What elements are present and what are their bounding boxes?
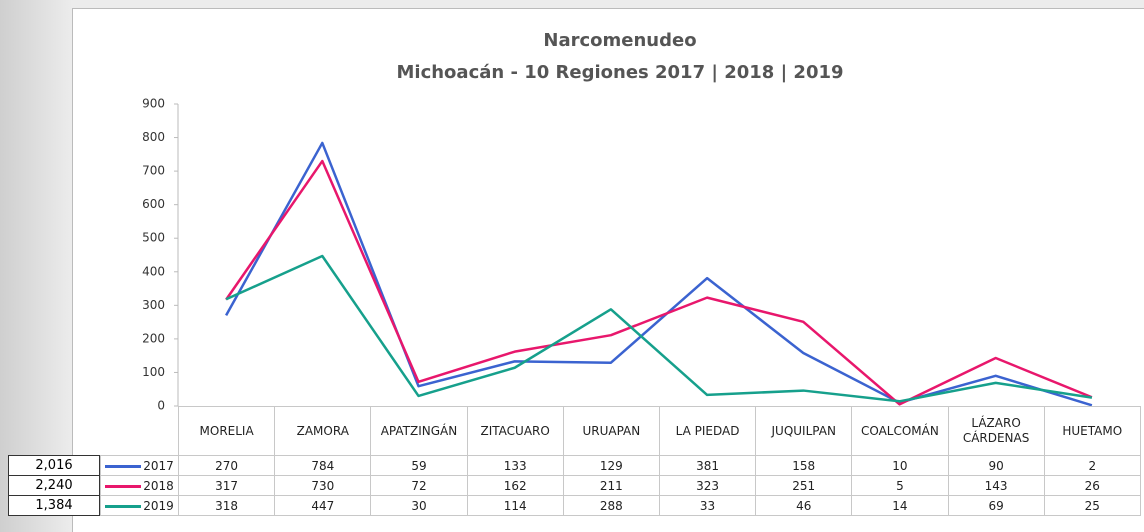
value-cell: 90: [947, 455, 1045, 476]
value-cell: 46: [755, 495, 853, 516]
category-label: ZAMORA: [274, 406, 372, 456]
legend-label: 2019: [143, 498, 174, 513]
legend-label: 2017: [143, 458, 174, 473]
y-tick-label: 400: [142, 264, 165, 278]
value-cell: 26: [1043, 475, 1141, 496]
value-cell: 317: [177, 475, 276, 496]
category-label: URUAPAN: [562, 406, 660, 456]
legend-swatch: [105, 464, 142, 468]
category-label: LA PIEDAD: [658, 406, 757, 456]
category-label: JUQUILPAN: [755, 406, 853, 456]
legend-swatch: [105, 504, 142, 508]
chart-title: Narcomenudeo: [543, 30, 696, 51]
value-cell: 33: [658, 495, 757, 516]
value-cell: 784: [274, 455, 372, 476]
value-cell: 114: [466, 495, 564, 516]
total-box: 1,384: [8, 495, 100, 516]
value-cell: 323: [658, 475, 757, 496]
legend-entry: 2018: [100, 475, 179, 496]
total-box: 2,016: [8, 455, 100, 476]
value-cell: 14: [851, 495, 949, 516]
value-cell: 447: [274, 495, 372, 516]
y-tick-label: 100: [142, 365, 165, 379]
value-cell: 10: [851, 455, 949, 476]
y-tick-label: 0: [157, 399, 165, 413]
value-cell: 59: [370, 455, 468, 476]
y-tick-label: 200: [142, 331, 165, 345]
total-box: 2,240: [8, 475, 100, 496]
category-label: HUETAMO: [1043, 406, 1141, 456]
value-cell: 381: [658, 455, 757, 476]
category-label: APATZINGÁN: [370, 406, 468, 456]
value-cell: 30: [370, 495, 468, 516]
category-label: LÁZARO CÁRDENAS: [947, 406, 1045, 456]
y-tick-label: 700: [142, 164, 165, 178]
value-cell: 270: [177, 455, 276, 476]
value-cell: 730: [274, 475, 372, 496]
y-tick-label: 600: [142, 197, 165, 211]
legend-label: 2018: [143, 478, 174, 493]
legend-swatch: [105, 484, 142, 488]
series-row: 2019 318 447 30 114 288 33 46 14 69 25: [100, 495, 1141, 516]
corner-cell: [101, 407, 179, 456]
value-cell: 129: [562, 455, 660, 476]
series-row: 2017 270 784 59 133 129 381 158 10 90 2: [100, 455, 1141, 476]
value-cell: 158: [755, 455, 853, 476]
category-label: MORELIA: [177, 406, 276, 456]
value-cell: 2: [1043, 455, 1141, 476]
value-cell: 251: [755, 475, 853, 496]
value-cell: 162: [466, 475, 564, 496]
legend-entry: 2017: [100, 455, 179, 476]
value-cell: 69: [947, 495, 1045, 516]
y-tick-label: 500: [142, 231, 165, 245]
value-cell: 25: [1043, 495, 1141, 516]
value-cell: 133: [466, 455, 564, 476]
series-row: 2018 317 730 72 162 211 323 251 5 143 26: [100, 475, 1141, 496]
value-cell: 211: [562, 475, 660, 496]
category-label: COALCOMÁN: [851, 406, 949, 456]
value-cell: 288: [562, 495, 660, 516]
series-line: [225, 159, 1093, 406]
header-row: MORELIA ZAMORA APATZINGÁN ZITACUARO URUAPAN L…: [101, 406, 1141, 456]
y-tick-label: 300: [142, 298, 165, 312]
value-cell: 72: [370, 475, 468, 496]
y-tick-label: 900: [142, 97, 165, 111]
value-cell: 318: [177, 495, 276, 516]
value-cell: 143: [947, 475, 1045, 496]
value-cell: 5: [851, 475, 949, 496]
y-tick-label: 800: [142, 130, 165, 144]
data-table: MORELIA ZAMORA APATZINGÁN ZITACUARO URUAPAN L…: [100, 406, 1141, 516]
category-label: ZITACUARO: [466, 406, 564, 456]
series-line: [225, 254, 1093, 403]
legend-entry: 2019: [100, 495, 179, 516]
chart-subtitle: Michoacán - 10 Regiones 2017 | 2018 | 20…: [396, 62, 843, 83]
series-line: [225, 141, 1093, 407]
